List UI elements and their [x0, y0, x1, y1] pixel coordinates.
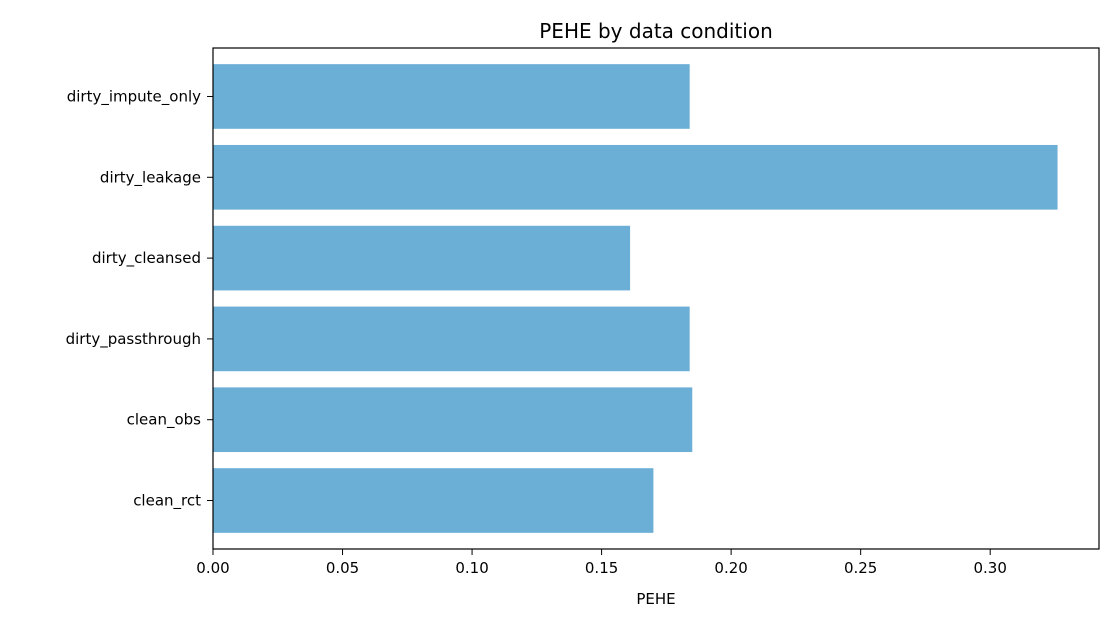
- chart-title: PEHE by data condition: [539, 19, 773, 43]
- bar-dirty-passthrough: [213, 306, 690, 372]
- x-tick-label-0: 0.00: [196, 559, 229, 577]
- y-tick-label-dirty-passthrough: dirty_passthrough: [66, 330, 201, 349]
- y-tick-label-clean-obs: clean_obs: [127, 411, 202, 430]
- bar-dirty-cleansed: [213, 225, 631, 291]
- y-tick-label-dirty-cleansed: dirty_cleansed: [92, 249, 201, 268]
- x-tick-label-5: 0.25: [844, 559, 877, 577]
- x-tick-label-2: 0.10: [455, 559, 488, 577]
- x-axis-label: PEHE: [636, 590, 675, 608]
- y-tick-label-clean-rct: clean_rct: [133, 492, 201, 511]
- bar-dirty-impute-only: [213, 64, 690, 129]
- plot-frame: [212, 47, 1100, 550]
- bar-clean-obs: [213, 387, 693, 453]
- y-tick-label-dirty-leakage: dirty_leakage: [100, 168, 201, 187]
- y-tick-label-dirty-impute-only: dirty_impute_only: [67, 87, 201, 106]
- bar-clean-rct: [213, 468, 654, 533]
- x-tick-label-3: 0.15: [585, 559, 618, 577]
- x-axis: 0.00 0.05 0.10 0.15 0.20 0.25 0.30: [196, 549, 1007, 577]
- x-tick-label-1: 0.05: [326, 559, 359, 577]
- x-tick-label-6: 0.30: [973, 559, 1006, 577]
- bars-group: [213, 64, 1058, 533]
- y-axis: clean_rct clean_obs dirty_passthrough dirty…: [66, 87, 213, 511]
- x-tick-label-4: 0.20: [714, 559, 747, 577]
- bar-dirty-leakage: [213, 144, 1058, 210]
